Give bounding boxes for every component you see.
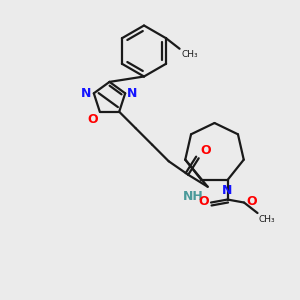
- Text: N: N: [81, 87, 92, 100]
- Text: CH₃: CH₃: [258, 214, 275, 224]
- Text: N: N: [127, 87, 138, 100]
- Text: O: O: [200, 144, 211, 157]
- Text: N: N: [222, 184, 233, 196]
- Text: O: O: [87, 113, 98, 126]
- Text: NH: NH: [182, 190, 203, 203]
- Text: O: O: [198, 195, 208, 208]
- Text: O: O: [246, 195, 257, 208]
- Text: CH₃: CH₃: [181, 50, 198, 59]
